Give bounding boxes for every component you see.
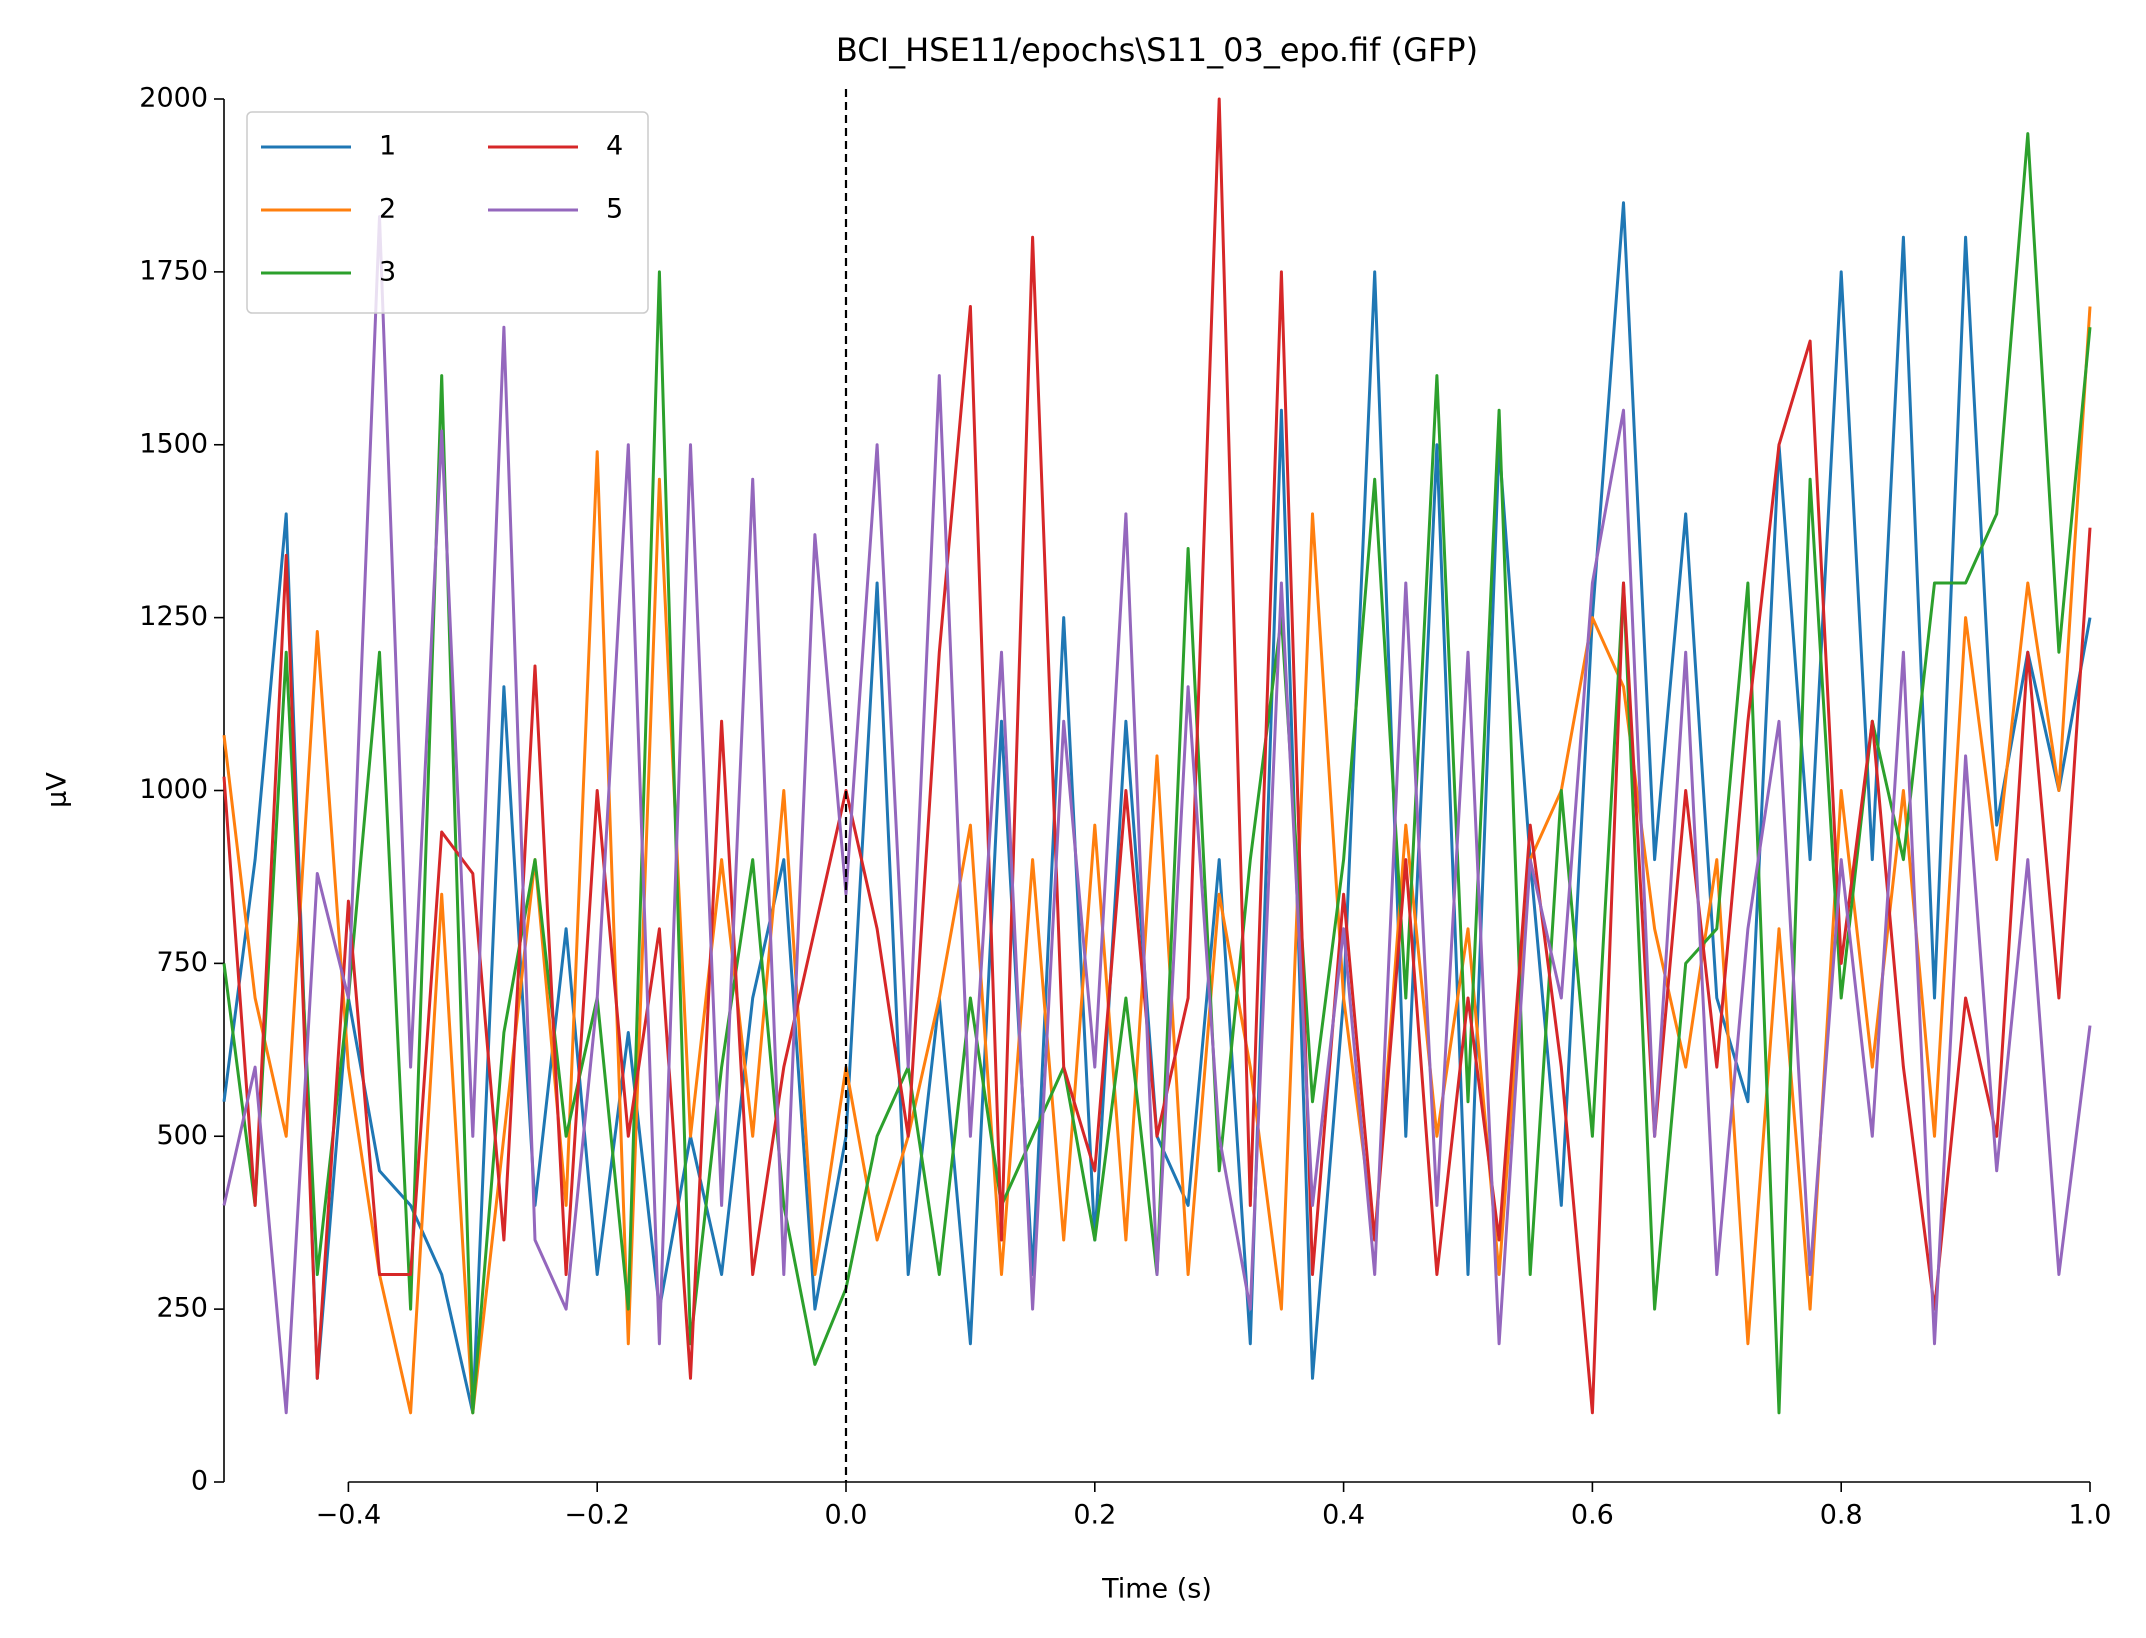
x-tick-label: 0.4 [1322, 1500, 1365, 1531]
y-tick-label: 1250 [139, 601, 208, 632]
x-tick-label: −0.2 [564, 1500, 630, 1531]
legend-label: 3 [379, 257, 396, 288]
x-tick-label: 1.0 [2069, 1500, 2112, 1531]
y-tick-label: 1000 [139, 774, 208, 805]
y-tick-label: 0 [191, 1466, 208, 1497]
x-tick-label: −0.4 [316, 1500, 382, 1531]
legend-box [246, 111, 649, 314]
y-tick-label: 1750 [139, 255, 208, 286]
legend-label: 4 [606, 131, 623, 162]
data-line [222, 97, 2092, 1415]
x-tick-label: 0.2 [1073, 1500, 1116, 1531]
y-tick-label: 750 [156, 947, 208, 978]
y-tick-label: 250 [156, 1293, 208, 1324]
y-axis-label: µV [42, 772, 73, 808]
y-tick-label: 1500 [139, 428, 208, 459]
legend-label: 1 [379, 131, 396, 162]
x-axis-label: Time (s) [1101, 1574, 1212, 1605]
x-tick-label: 0.8 [1820, 1500, 1863, 1531]
x-tick-label: 0.0 [825, 1500, 868, 1531]
legend-label: 2 [379, 194, 396, 225]
chart-title: BCI_HSE11/epochs\S11_03_epo.fif (GFP) [836, 31, 1478, 69]
y-tick-label: 2000 [139, 83, 208, 114]
x-tick-label: 0.6 [1571, 1500, 1614, 1531]
y-tick-label: 500 [156, 1120, 208, 1151]
legend-label: 5 [606, 194, 623, 225]
data-line [222, 215, 2092, 1415]
